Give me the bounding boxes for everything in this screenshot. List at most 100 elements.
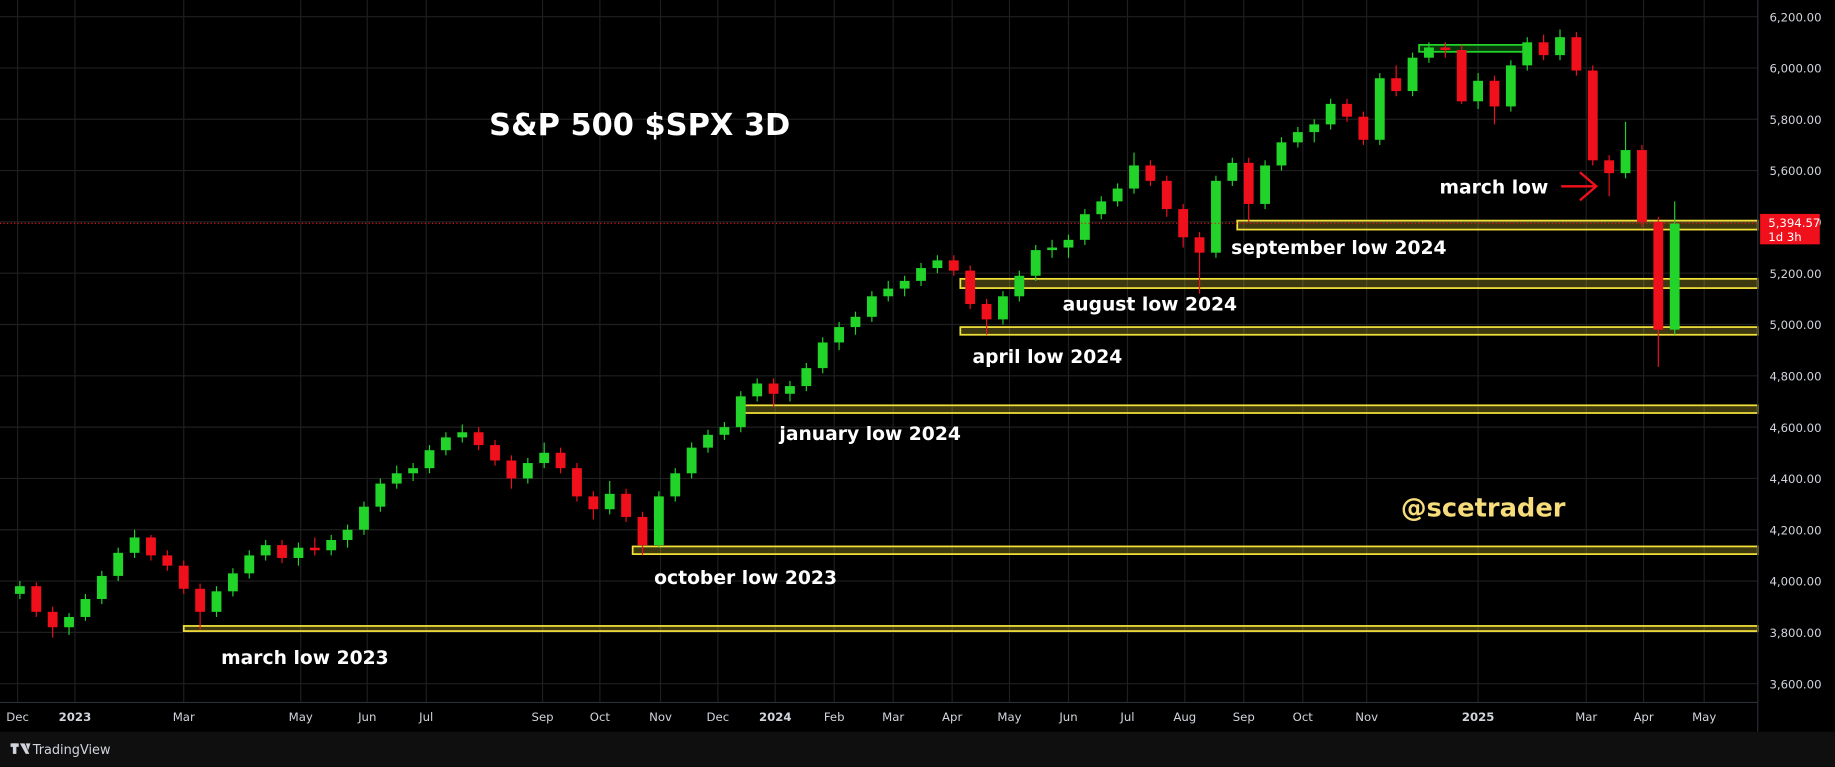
y-tick-label: 4,200.00 [1769,523,1821,537]
candle-body [244,555,255,574]
candle-body [948,260,959,271]
candle-body [1227,162,1238,181]
candle-body [1276,142,1287,166]
candle-body [817,342,828,369]
y-tick-label: 4,400.00 [1769,472,1821,486]
candle-body [1292,132,1303,143]
candle-body [1211,180,1221,253]
zone-label: march low 2023 [221,648,389,669]
candle-body [539,452,550,464]
x-tick-label: 2023 [59,710,92,724]
candle-body [653,496,664,546]
x-tick-label: Oct [1293,710,1314,724]
candle-body [64,616,74,628]
candle-body [572,468,582,497]
candle-body [1014,275,1025,297]
candle-body [1063,239,1074,248]
candle-body [1571,37,1582,71]
candle-body [408,468,419,474]
x-tick-label: Oct [590,710,611,724]
candle-body [326,540,337,551]
candle-body [1538,42,1549,56]
x-tick-label: Nov [649,710,672,724]
candle-body [588,496,599,510]
chart-title: S&P 500 $SPX 3D [489,108,790,143]
candle-body [309,547,320,551]
x-tick-label: Nov [1355,710,1378,724]
x-tick-label: Jun [357,710,376,724]
candle-body [1358,116,1369,140]
candle-body [1342,103,1352,117]
candle-body [637,516,648,546]
candle-body [162,555,173,566]
candle-body [47,611,58,628]
watermark: @scetrader [1401,493,1566,523]
candle-body [670,473,681,497]
candle-body [227,573,238,592]
footer-brand: TradingView [32,743,111,758]
zone-label: october low 2023 [654,568,837,589]
price-zone [1418,43,1529,53]
zone-label: september low 2024 [1231,238,1446,259]
candle-body [96,575,107,600]
candle-body [785,386,795,394]
zone-label: april low 2024 [973,347,1123,368]
candle-body [1309,124,1320,133]
x-tick-label: Dec [6,710,29,724]
price-zone [1236,219,1759,231]
zone-label: august low 2024 [1063,294,1237,315]
candle-body [1161,180,1172,210]
candle-body [719,427,730,435]
candle-body [686,447,697,474]
candle-body [457,432,468,438]
candle-body [1440,47,1451,51]
x-tick-label: Jul [418,710,433,724]
candle-body [866,296,877,317]
candle-body [899,280,910,289]
y-tick-label: 5,800.00 [1769,113,1821,127]
x-tick-label: May [997,710,1021,724]
y-tick-label: 3,800.00 [1769,626,1821,640]
candle-body [1260,165,1271,204]
candle-body [1047,247,1058,251]
x-tick-label: Sep [1233,710,1255,724]
candle-body [1407,57,1418,92]
candle-body [375,483,386,507]
price-zone [631,545,1759,555]
candle-body [80,599,91,617]
candle-body [916,268,926,281]
candle-body [1424,47,1434,58]
candle-body [440,437,451,451]
candle-body [735,396,746,428]
y-tick-label: 5,000.00 [1769,318,1821,332]
candle-body [604,493,615,510]
candle-body [522,463,533,479]
x-tick-label: Jun [1058,710,1077,724]
candle-body [1489,80,1500,107]
candle-body [342,529,353,541]
candle-body [1505,65,1516,107]
x-tick-label: Aug [1173,710,1196,724]
y-tick-label: 3,600.00 [1769,677,1821,691]
candle-body [293,547,304,558]
y-tick-label: 4,600.00 [1769,421,1821,435]
candles [14,29,1680,638]
candle-body [555,452,566,469]
candle-body [1374,78,1385,140]
candle-body [424,450,435,469]
annotation: march low [1439,177,1548,198]
y-tick-label: 4,000.00 [1769,575,1821,589]
price-zone [959,326,1759,336]
candle-body [359,506,369,530]
candle-body [621,493,632,517]
candle-body [146,537,156,556]
candle-body [834,327,845,343]
candle-body [1456,50,1467,102]
candle-body [1325,103,1336,125]
candle-body [1587,70,1598,161]
candle-body [506,460,517,479]
candle-body [14,586,25,594]
